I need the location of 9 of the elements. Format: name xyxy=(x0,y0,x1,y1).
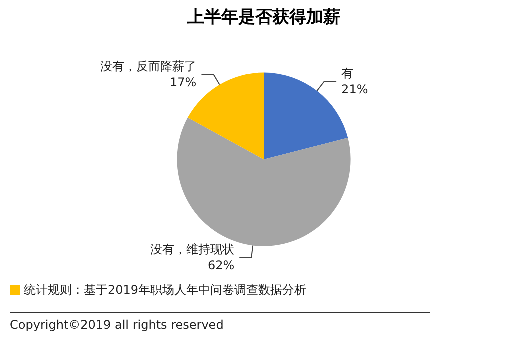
chart-title: 上半年是否获得加薪 xyxy=(186,8,340,28)
text: 统计规则：基于2019年职场人年中问卷调查数据分析 xyxy=(24,283,307,297)
data-label: 17% xyxy=(170,76,197,90)
data-label: 62% xyxy=(208,258,235,273)
data-label: 21% xyxy=(342,82,368,97)
text: Copyright©2019 all rights reserved xyxy=(10,318,224,332)
slice-label: 有 xyxy=(342,66,354,81)
slice-label: 没有，维持现状 xyxy=(150,242,235,257)
slice-label: 没有，反而降薪了 xyxy=(100,60,197,74)
